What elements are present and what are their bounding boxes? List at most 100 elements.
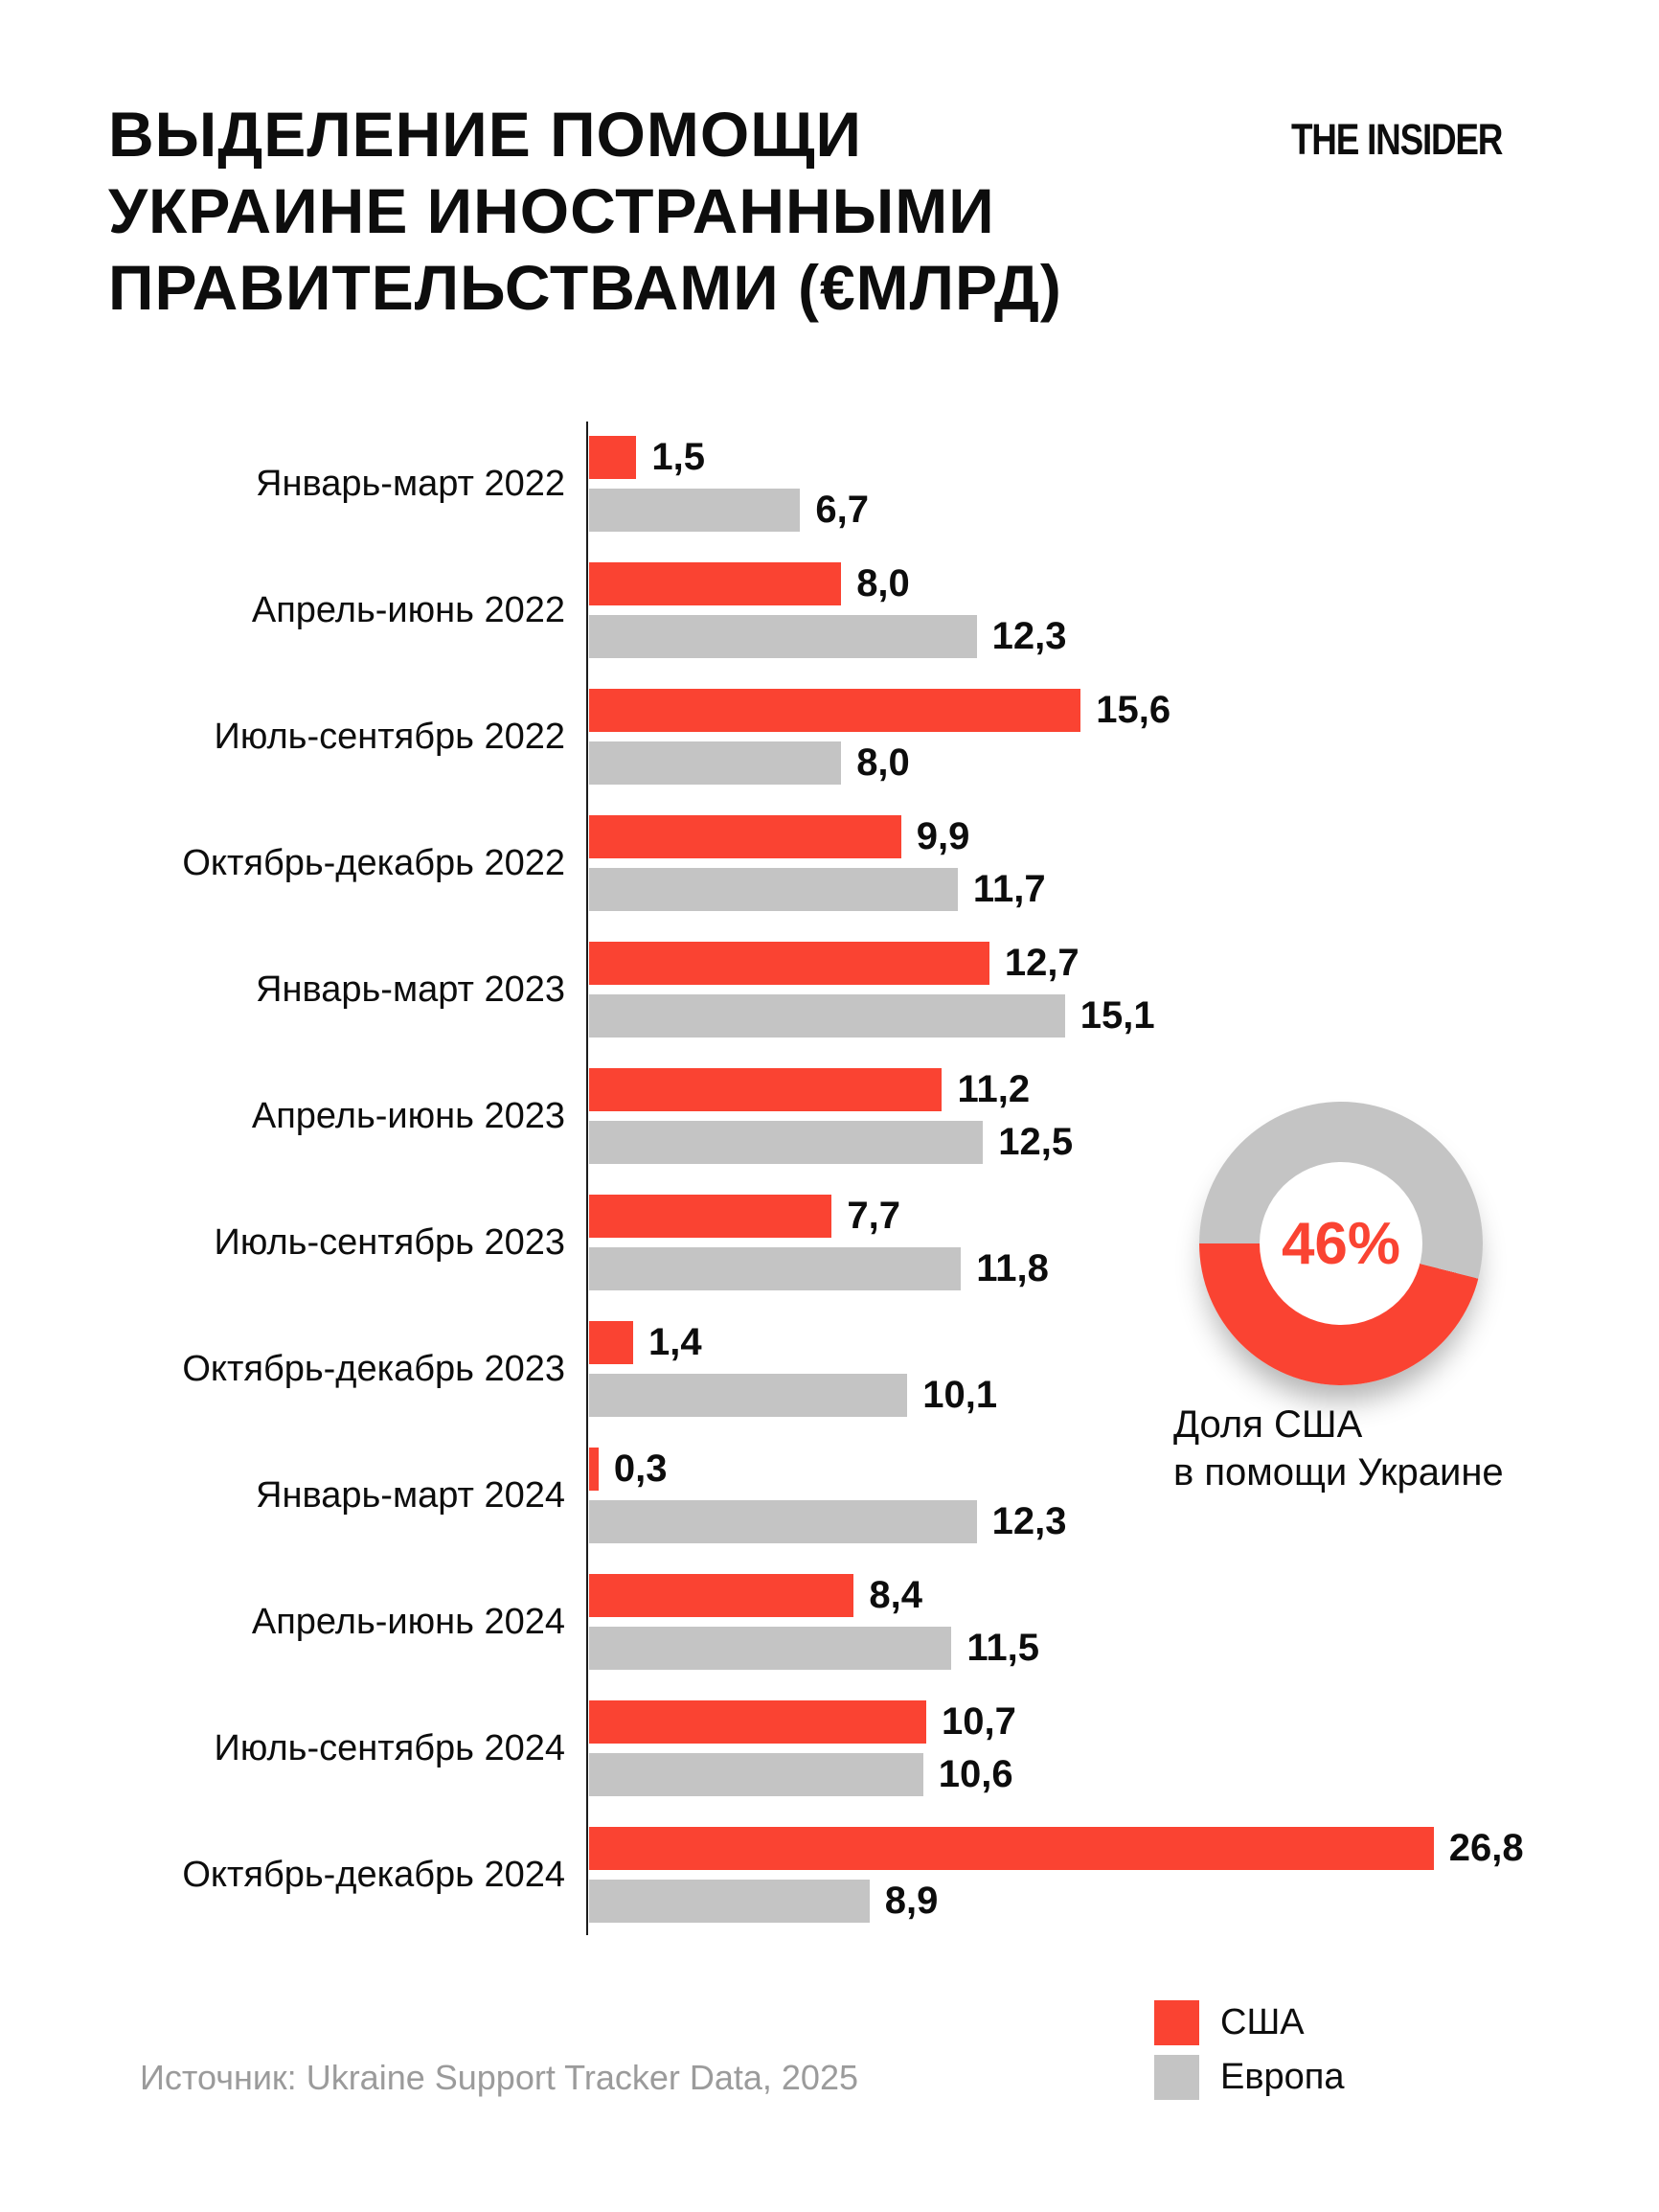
category-label: Июль-сентябрь 2022 [214, 717, 566, 757]
chart-row: Апрель-июнь 2024 8,4 11,5 [0, 1574, 1659, 1670]
source-note: Источник: Ukraine Support Tracker Data, … [140, 2058, 858, 2097]
chart-row: Апрель-июнь 2022 8,0 12,3 [0, 562, 1659, 658]
bar-line: 10,1 [589, 1374, 997, 1417]
bar-line: 11,5 [589, 1627, 1039, 1670]
bar-line: 8,0 [589, 741, 910, 785]
bar-line: 11,2 [589, 1068, 1030, 1111]
bar-line: 12,7 [589, 942, 1079, 985]
bar-line: 7,7 [589, 1195, 900, 1238]
chart-row: Июль-сентябрь 2023 7,7 11,8 [0, 1195, 1659, 1290]
chart-row: Апрель-июнь 2023 11,2 12,5 [0, 1068, 1659, 1164]
bar-usa [589, 942, 989, 985]
value-label: 7,7 [847, 1195, 900, 1237]
value-label: 8,0 [856, 741, 910, 784]
value-label: 1,5 [651, 436, 705, 478]
category-label: Июль-сентябрь 2024 [214, 1728, 566, 1768]
category-label: Октябрь-декабрь 2022 [182, 843, 565, 883]
donut-hole [1260, 1162, 1422, 1325]
bar-europe [589, 994, 1065, 1038]
legend-label: Европа [1220, 2057, 1345, 2097]
donut-chart: 46% [1199, 1102, 1483, 1385]
bar-europe [589, 1753, 923, 1796]
bar-line: 10,7 [589, 1700, 1016, 1744]
value-label: 11,8 [976, 1247, 1049, 1289]
chart-row: Октябрь-декабрь 2023 1,4 10,1 [0, 1321, 1659, 1417]
legend-swatch [1154, 2055, 1199, 2100]
category-label: Апрель-июнь 2022 [251, 590, 565, 630]
bar-line: 8,9 [589, 1880, 938, 1923]
bar-line: 1,5 [589, 436, 705, 479]
bar-usa [589, 1448, 599, 1491]
value-label: 10,6 [938, 1753, 1013, 1795]
chart-row: Январь-март 2024 0,3 12,3 [0, 1448, 1659, 1543]
value-label: 11,7 [972, 868, 1046, 910]
bar-usa [589, 1574, 854, 1617]
bar-usa [589, 1827, 1434, 1870]
bar-usa [589, 436, 637, 479]
bar-europe [589, 1121, 984, 1164]
value-label: 10,7 [942, 1700, 1016, 1743]
category-label: Январь-март 2024 [256, 1475, 565, 1516]
bar-usa [589, 1321, 634, 1364]
value-label: 6,7 [815, 489, 870, 531]
bar-line: 15,1 [589, 994, 1155, 1038]
value-label: 15,1 [1079, 994, 1155, 1037]
value-label: 12,3 [991, 615, 1067, 657]
bar-usa [589, 1700, 927, 1744]
chart-row: Октябрь-декабрь 2024 26,8 8,9 [0, 1827, 1659, 1923]
bar-line: 11,7 [589, 868, 1046, 911]
value-label: 26,8 [1448, 1827, 1524, 1869]
donut-caption: Доля США в помощи Украине [1173, 1401, 1504, 1496]
value-label: 12,7 [1004, 942, 1079, 984]
legend: США Европа [1154, 2000, 1345, 2109]
bar-europe [589, 868, 958, 911]
category-label: Апрель-июнь 2024 [251, 1602, 565, 1642]
bar-line: 15,6 [589, 689, 1170, 732]
bar-europe [589, 615, 977, 658]
value-label: 11,2 [957, 1068, 1031, 1110]
chart-axis-line [586, 422, 588, 1935]
bar-usa [589, 815, 901, 858]
chart-row: Октябрь-декабрь 2022 9,9 11,7 [0, 815, 1659, 911]
legend-swatch [1154, 2000, 1199, 2045]
title-line-2: УКРАИНЕ ИНОСТРАННЫМИ [108, 175, 995, 246]
category-label: Октябрь-декабрь 2023 [182, 1349, 565, 1389]
legend-item-usa: США [1154, 2000, 1345, 2045]
chart-row: Январь-март 2022 1,5 6,7 [0, 436, 1659, 532]
value-label: 9,9 [916, 815, 970, 857]
bar-usa [589, 689, 1081, 732]
value-label: 12,3 [991, 1500, 1067, 1542]
bar-line: 6,7 [589, 489, 869, 532]
bar-europe [589, 1500, 977, 1543]
donut-caption-line-2: в помощи Украине [1173, 1451, 1504, 1494]
bar-line: 10,6 [589, 1753, 1013, 1796]
category-label: Январь-март 2022 [256, 464, 565, 504]
value-label: 1,4 [648, 1321, 702, 1363]
bar-line: 12,3 [589, 1500, 1067, 1543]
bar-line: 9,9 [589, 815, 969, 858]
bar-europe [589, 489, 801, 532]
bar-line: 12,5 [589, 1121, 1073, 1164]
category-label: Апрель-июнь 2023 [251, 1096, 565, 1136]
bar-usa [589, 1195, 832, 1238]
bar-line: 12,3 [589, 615, 1067, 658]
value-label: 10,1 [922, 1374, 998, 1416]
legend-label: США [1220, 2002, 1305, 2042]
category-label: Январь-март 2023 [256, 969, 565, 1010]
bar-line: 26,8 [589, 1827, 1524, 1870]
bar-europe [589, 741, 842, 785]
donut-percent-label: 46% [1281, 1210, 1401, 1277]
title-line-3: ПРАВИТЕЛЬСТВАМИ (€МЛРД) [108, 252, 1062, 323]
donut-caption-line-1: Доля США [1173, 1403, 1363, 1446]
bar-line: 8,0 [589, 562, 910, 605]
bar-usa [589, 1068, 943, 1111]
value-label: 15,6 [1096, 689, 1171, 731]
bar-line: 1,4 [589, 1321, 702, 1364]
category-label: Октябрь-декабрь 2024 [182, 1855, 565, 1895]
value-label: 8,0 [856, 562, 910, 604]
value-label: 0,3 [613, 1448, 668, 1490]
bar-line: 0,3 [589, 1448, 667, 1491]
category-label: Июль-сентябрь 2023 [214, 1222, 566, 1263]
chart-row: Январь-март 2023 12,7 15,1 [0, 942, 1659, 1038]
